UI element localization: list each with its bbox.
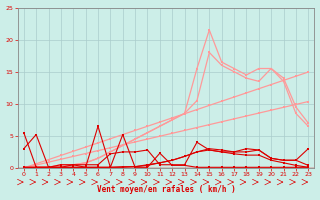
X-axis label: Vent moyen/en rafales ( km/h ): Vent moyen/en rafales ( km/h ): [97, 185, 236, 194]
